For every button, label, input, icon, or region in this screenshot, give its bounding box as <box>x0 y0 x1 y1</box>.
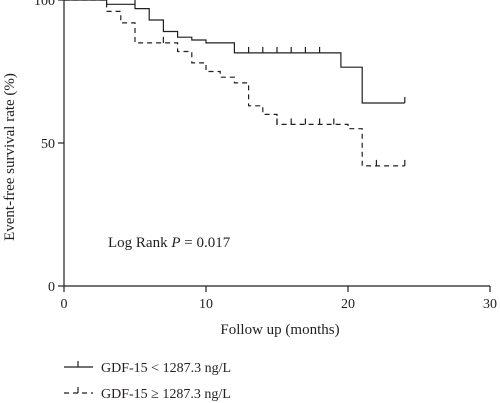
log-rank-prefix: Log Rank <box>108 235 171 251</box>
legend-entry-high: GDF-15 ≥ 1287.3 ng/L <box>64 387 231 402</box>
legend-entry-low: GDF-15 < 1287.3 ng/L <box>64 361 231 376</box>
log-rank-annotation: Log Rank P = 0.017 <box>108 235 231 251</box>
legend-label-low: GDF-15 < 1287.3 ng/L <box>101 361 231 376</box>
y-tick-label: 50 <box>41 137 55 152</box>
survival-curve-low <box>64 0 405 104</box>
y-tick-label: 0 <box>48 280 55 295</box>
x-axis-title: Follow up (months) <box>220 322 339 338</box>
y-tick-label: 100 <box>34 0 55 9</box>
x-axis: 0 10 20 30 <box>61 285 497 312</box>
log-rank-value: = 0.017 <box>181 235 231 251</box>
x-tick-label: 20 <box>341 297 355 312</box>
survival-curve-high <box>64 0 405 167</box>
legend: GDF-15 < 1287.3 ng/L GDF-15 ≥ 1287.3 ng/… <box>64 361 231 402</box>
legend-label-high: GDF-15 ≥ 1287.3 ng/L <box>101 387 231 402</box>
x-tick-label: 10 <box>199 297 213 312</box>
y-axis-title: Event-free survival rate (%) <box>2 73 18 241</box>
plot-series <box>64 0 406 167</box>
x-tick-label: 30 <box>483 297 497 312</box>
log-rank-p: P <box>170 235 180 251</box>
y-axis: 0 50 100 <box>34 0 65 295</box>
x-tick-label: 0 <box>61 297 68 312</box>
